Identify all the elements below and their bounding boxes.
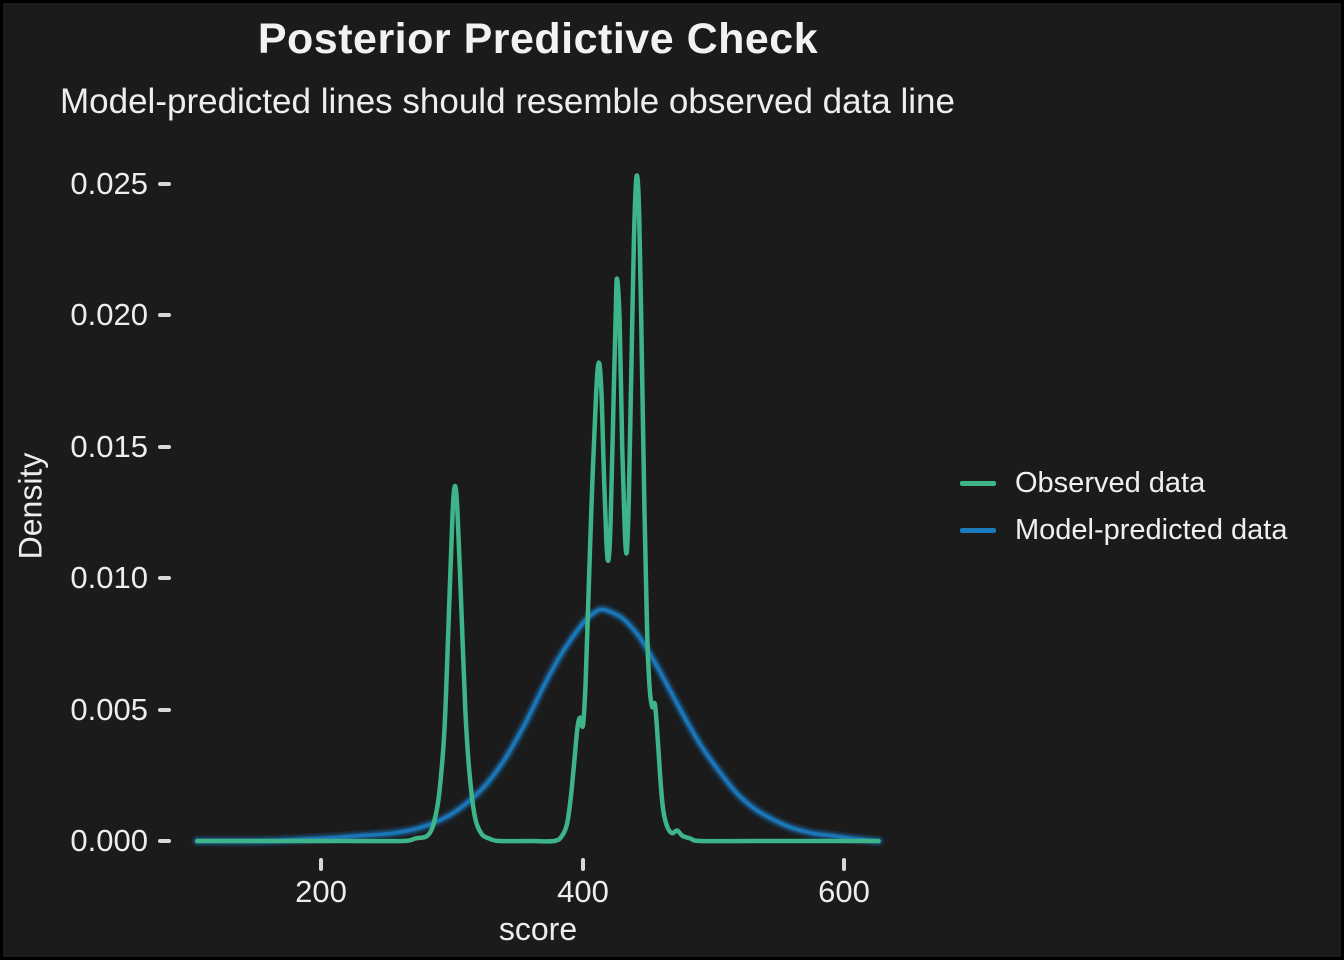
y-tick-label: 0.015 bbox=[70, 429, 148, 464]
observed-density-curve bbox=[195, 173, 881, 844]
y-tick-label: 0.010 bbox=[70, 560, 148, 595]
y-tick-label: 0.020 bbox=[70, 297, 148, 332]
x-tick-mark bbox=[319, 858, 323, 871]
predicted-density-curve bbox=[193, 606, 882, 845]
legend-item-observed: Observed data bbox=[960, 466, 1287, 500]
x-tick-label: 600 bbox=[818, 874, 870, 909]
density-plot-area bbox=[191, 173, 884, 847]
legend-label: Model-predicted data bbox=[1015, 513, 1288, 546]
y-tick-mark bbox=[158, 576, 171, 580]
y-tick-label: 0.005 bbox=[70, 692, 148, 727]
y-tick-mark bbox=[158, 839, 171, 843]
y-tick-mark bbox=[158, 445, 171, 449]
y-tick-mark bbox=[158, 182, 171, 186]
legend-label: Observed data bbox=[1015, 466, 1206, 499]
x-tick-label: 200 bbox=[295, 874, 347, 909]
y-tick-label: 0.000 bbox=[70, 823, 148, 858]
y-axis-title: Density bbox=[12, 452, 49, 560]
y-tick-mark bbox=[158, 708, 171, 712]
y-tick-label: 0.025 bbox=[70, 166, 148, 201]
predicted-line-swatch bbox=[960, 527, 996, 533]
x-axis-title: score bbox=[498, 911, 578, 947]
x-tick-mark bbox=[581, 858, 585, 871]
legend: Observed data Model-predicted data bbox=[960, 466, 1287, 547]
x-tick-mark bbox=[842, 858, 846, 871]
observed-line-swatch bbox=[960, 480, 996, 486]
x-tick-label: 400 bbox=[557, 874, 609, 909]
chart-title: Posterior Predictive Check bbox=[257, 15, 819, 63]
y-tick-mark bbox=[158, 313, 171, 317]
legend-item-predicted: Model-predicted data bbox=[960, 513, 1287, 547]
chart-subtitle: Model-predicted lines should resemble ob… bbox=[60, 82, 955, 121]
predicted-density-curve bbox=[191, 604, 884, 847]
predicted-density-curve bbox=[195, 607, 881, 843]
